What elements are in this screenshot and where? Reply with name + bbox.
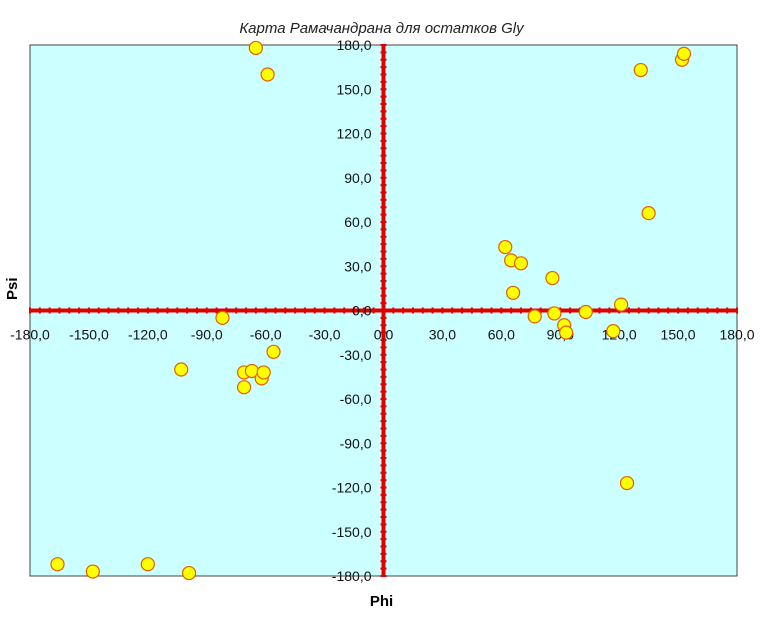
x-tick-label: -90,0: [191, 327, 223, 343]
data-point: [260, 67, 275, 82]
data-point: [266, 344, 281, 359]
data-point: [676, 46, 692, 61]
data-point: [559, 325, 574, 340]
x-tick-label: -120,0: [128, 327, 168, 343]
x-tick-label: -150,0: [69, 327, 109, 343]
y-tick-label: 180,0: [336, 37, 371, 53]
data-point: [641, 206, 656, 221]
data-point: [215, 310, 230, 325]
data-point: [236, 380, 252, 395]
data-point: [140, 557, 155, 572]
y-tick-label: 120,0: [336, 126, 371, 142]
data-point: [174, 362, 189, 377]
y-tick-label: 0,0: [352, 303, 372, 319]
x-tick-label: -180,0: [10, 327, 50, 343]
data-point: [614, 297, 629, 312]
y-tick-label: -60,0: [340, 391, 372, 407]
y-tick-label: 150,0: [336, 81, 371, 97]
data-point: [506, 285, 521, 300]
data-point: [633, 62, 648, 78]
x-tick-label: 0,0: [374, 327, 394, 343]
x-tick-label: 150,0: [661, 327, 696, 343]
chart-title: Карта Рамачандрана для остатков Gly: [239, 20, 524, 37]
y-tick-label: 90,0: [344, 170, 371, 186]
data-point: [513, 256, 529, 271]
x-axis-label: Phi: [369, 593, 394, 610]
y-tick-label: -180,0: [332, 568, 372, 584]
data-point: [248, 40, 263, 56]
data-point: [545, 270, 560, 286]
data-points: [50, 40, 692, 581]
x-tick-label: -60,0: [250, 327, 282, 343]
data-point: [527, 309, 542, 324]
x-tick-label: 60,0: [488, 327, 515, 343]
data-point: [498, 239, 513, 255]
x-tick-label: -30,0: [309, 327, 341, 343]
y-tick-label: -150,0: [332, 524, 372, 540]
data-point: [256, 365, 271, 380]
y-tick-label: -90,0: [340, 435, 372, 451]
y-tick-label: -30,0: [340, 347, 372, 363]
data-point: [50, 557, 65, 572]
data-point: [85, 564, 100, 579]
y-tick-label: 60,0: [344, 214, 371, 230]
data-point: [606, 324, 621, 339]
x-tick-label: 30,0: [429, 327, 456, 343]
y-tick-label: 30,0: [344, 258, 371, 274]
x-tick-label: 180,0: [719, 327, 754, 343]
data-point: [619, 475, 635, 491]
data-point: [547, 306, 562, 321]
data-point: [181, 565, 197, 581]
y-tick-label: -120,0: [332, 480, 372, 496]
data-point: [578, 304, 593, 320]
